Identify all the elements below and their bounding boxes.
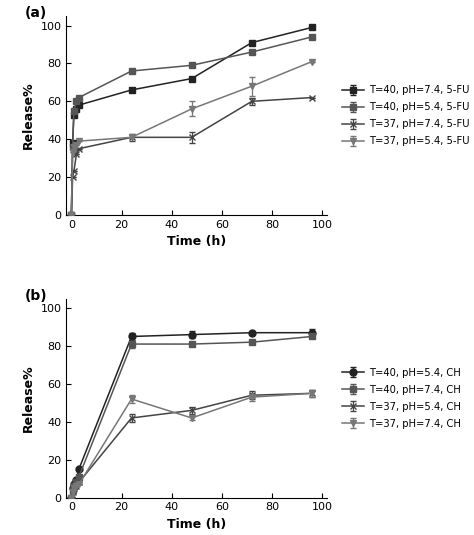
Text: (b): (b) <box>25 289 47 303</box>
Legend: T=40, pH=7.4, 5-FU, T=40, pH=5.4, 5-FU, T=37, pH=7.4, 5-FU, T=37, pH=5.4, 5-FU: T=40, pH=7.4, 5-FU, T=40, pH=5.4, 5-FU, … <box>340 83 472 148</box>
Legend: T=40, pH=5.4, CH, T=40, pH=7.4, CH, T=37, pH=5.4, CH, T=37, pH=7.4, CH: T=40, pH=5.4, CH, T=40, pH=7.4, CH, T=37… <box>340 365 463 431</box>
Text: (a): (a) <box>25 6 47 20</box>
Y-axis label: Release%: Release% <box>22 364 35 432</box>
Y-axis label: Release%: Release% <box>22 82 35 149</box>
X-axis label: Time (h): Time (h) <box>167 518 226 531</box>
X-axis label: Time (h): Time (h) <box>167 235 226 248</box>
